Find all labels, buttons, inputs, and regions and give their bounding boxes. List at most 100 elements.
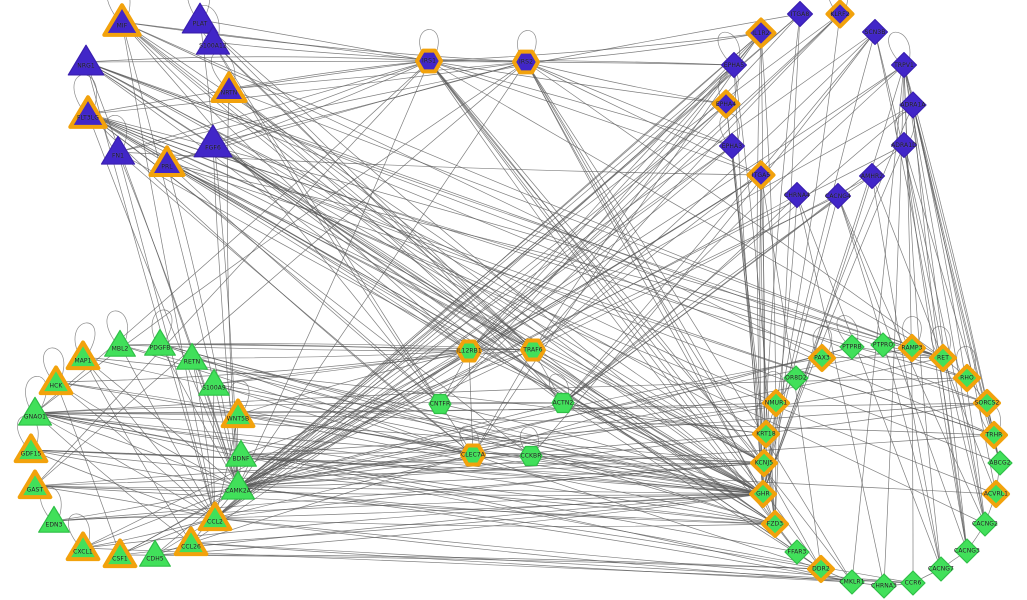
graph-edge <box>34 412 764 495</box>
graph-edge <box>154 346 853 556</box>
graph-edge <box>119 344 474 456</box>
graph-edge <box>562 402 767 435</box>
graph-edge <box>34 402 988 414</box>
graph-edge <box>190 493 764 544</box>
graph-edge <box>34 412 239 488</box>
graph-node-flt3lg[interactable]: FLT3LG <box>66 92 110 136</box>
graph-node-nrg1[interactable]: NRG1 <box>64 40 108 84</box>
node-shape-hexagon-icon <box>519 445 543 467</box>
graph-node-cntfr[interactable]: CNTFR <box>422 386 458 422</box>
graph-edge <box>237 462 765 488</box>
graph-node-gast[interactable]: GAST <box>15 466 55 506</box>
graph-edge <box>525 61 776 525</box>
graph-node-traf6[interactable]: TRAF6 <box>515 332 551 368</box>
node-shape-diamond-icon <box>987 450 1013 476</box>
graph-node-ccr6[interactable]: CCR6 <box>894 564 932 600</box>
graph-node-irs2[interactable]: IRS2 <box>507 43 545 81</box>
graph-edge <box>428 60 853 583</box>
graph-edge <box>472 454 764 495</box>
graph-edge <box>87 113 239 488</box>
graph-node-epha5[interactable]: EPHA5 <box>715 46 754 85</box>
graph-edge <box>871 175 942 570</box>
node-shape-diamond-icon <box>890 131 918 159</box>
graph-node-ccl26[interactable]: CCL26 <box>171 523 211 563</box>
node-shape-diamond-icon <box>761 510 789 538</box>
node-shape-triangle-icon <box>148 145 186 178</box>
node-shape-triangle-icon <box>13 433 49 464</box>
graph-edge <box>87 113 532 457</box>
graph-node-epha4[interactable]: EPHA4 <box>707 85 746 124</box>
graph-node-mif[interactable]: MIF <box>100 0 144 44</box>
node-shape-triangle-icon <box>197 501 233 532</box>
graph-node-wnt5b[interactable]: WNT5B <box>218 395 258 435</box>
graph-edge <box>85 61 767 435</box>
node-shape-triangle-icon <box>210 71 248 104</box>
node-shape-diamond-icon <box>746 160 776 190</box>
graph-node-cxcl1[interactable]: CXCL1 <box>63 528 103 568</box>
graph-node-nrtn[interactable]: NRTN <box>208 68 250 110</box>
graph-edge <box>87 113 776 525</box>
graph-edge <box>166 162 441 405</box>
graph-node-mbl2[interactable]: MBL2 <box>100 325 140 365</box>
graph-edge <box>468 103 727 352</box>
self-loop-edge <box>930 326 951 357</box>
graph-node-itga5[interactable]: ITGA5 <box>742 156 781 195</box>
graph-node-adra1a[interactable]: ADRA1A <box>893 85 933 125</box>
graph-edge <box>87 61 527 115</box>
node-shape-diamond-icon <box>718 132 746 160</box>
graph-edge <box>159 343 534 351</box>
graph-edge <box>871 175 997 495</box>
graph-node-cckbr[interactable]: CCKBR <box>513 438 549 474</box>
graph-node-il12rb1[interactable]: IL12RB1 <box>451 333 487 369</box>
graph-edge <box>214 454 474 519</box>
self-loop-edge <box>520 426 539 455</box>
graph-node-clec7a[interactable]: CLEC7A <box>455 437 491 473</box>
node-shape-diamond-icon <box>870 332 896 358</box>
graph-edge <box>762 175 873 495</box>
graph-edge <box>34 377 968 414</box>
node-shape-diamond-icon <box>711 89 741 119</box>
node-shape-diamond-icon <box>783 365 809 391</box>
graph-node-chrna4[interactable]: CHRNA4 <box>778 176 817 215</box>
graph-node-fn1[interactable]: FN1 <box>97 131 139 173</box>
node-shape-diamond-icon <box>752 420 780 448</box>
graph-node-cdh5[interactable]: CDH5 <box>135 535 175 575</box>
graph-node-gnao1[interactable]: GNAO1 <box>14 392 56 434</box>
graph-node-csf1[interactable]: CSF1 <box>100 535 140 575</box>
graph-edge <box>166 162 239 488</box>
node-shape-diamond-icon <box>980 421 1008 449</box>
graph-edge <box>214 174 762 519</box>
graph-edge <box>562 31 876 404</box>
node-shape-diamond-icon <box>929 344 957 372</box>
graph-edge <box>85 61 765 464</box>
node-shape-triangle-icon <box>38 365 74 396</box>
graph-node-s100a12[interactable]: S100A12 <box>192 21 234 63</box>
graph-edge <box>191 357 764 495</box>
graph-edge <box>228 60 430 90</box>
node-shape-diamond-icon <box>745 17 777 49</box>
graph-node-itga8[interactable]: ITGA8 <box>781 0 820 34</box>
self-loop-edge <box>187 0 210 19</box>
self-loop-edge <box>74 322 96 356</box>
graph-node-klrf2[interactable]: KLRF2 <box>821 0 860 34</box>
graph-edge <box>237 486 764 495</box>
graph-edge <box>213 349 534 385</box>
graph-node-fgf6[interactable]: FGF6 <box>190 120 236 166</box>
node-shape-triangle-icon <box>100 135 136 165</box>
graph-node-irs1[interactable]: IRS1 <box>410 42 448 80</box>
graph-node-amhr2[interactable]: AMHR2 <box>853 157 892 196</box>
graph-edge <box>166 162 534 351</box>
graph-edge <box>154 493 764 556</box>
node-shape-triangle-icon <box>220 398 256 429</box>
graph-node-prl[interactable]: PRL <box>146 142 188 184</box>
graph-edge <box>121 21 430 62</box>
graph-node-cacng4[interactable]: CACNG4 <box>819 177 858 216</box>
graph-node-gdf15[interactable]: GDF15 <box>11 430 51 470</box>
graph-edge <box>237 31 876 488</box>
graph-edge <box>117 151 239 488</box>
self-loop-edge <box>459 425 480 454</box>
graph-edge <box>117 151 216 519</box>
graph-node-actn2[interactable]: ACTN2 <box>545 385 581 421</box>
graph-node-trpv1[interactable]: TRPV1 <box>885 46 924 85</box>
